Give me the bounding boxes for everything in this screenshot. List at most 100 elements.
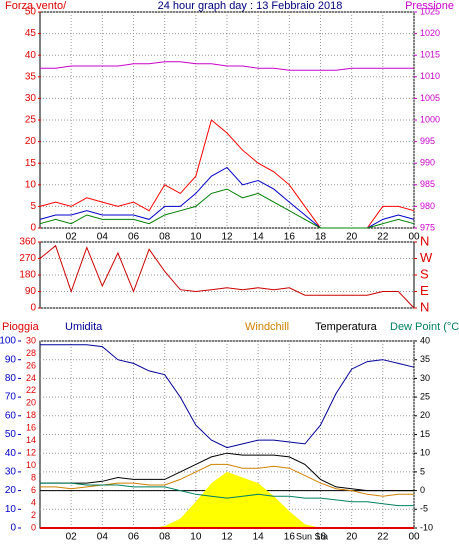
x-tick-label: 06	[128, 232, 140, 243]
x-tick-label: 14	[253, 532, 265, 543]
y-tick-label: 35	[25, 71, 37, 82]
x-tick-label: 12	[221, 232, 233, 243]
legend-label: Pioggia	[2, 321, 40, 333]
y3-tick-label: 14	[26, 435, 36, 445]
y3-tick-label: 10	[26, 460, 36, 470]
x-tick-label: 22	[377, 532, 389, 543]
x-tick-label: 12	[221, 532, 233, 543]
y-tick-label: 30	[5, 467, 17, 478]
y3-tick-label: 30	[26, 335, 36, 345]
series-line	[39, 188, 415, 229]
y2-tick-label: 990	[420, 158, 435, 168]
x-tick-label: 20	[346, 532, 358, 543]
y2-tick-label: 1015	[420, 50, 440, 60]
y-tick-label: 40	[5, 448, 17, 459]
x-tick-label: 04	[97, 232, 109, 243]
y2-tick-label: 35	[420, 354, 430, 364]
y-tick-label: 0	[30, 303, 36, 314]
y3-tick-label: 4	[31, 497, 36, 507]
y2-tick-label: 15	[420, 429, 430, 439]
y2-tick-label: 1020	[420, 28, 440, 38]
y2-tick-label: 0	[420, 485, 425, 495]
y-tick-label: 70	[5, 392, 17, 403]
y-tick-label: 45	[25, 28, 37, 39]
y3-tick-label: 26	[26, 360, 36, 370]
y2-tick-label: 1005	[420, 93, 440, 103]
y-tick-label: 30	[25, 93, 37, 104]
x-tick-label: 10	[190, 532, 202, 543]
y2-tick-label: 5	[420, 466, 425, 476]
y-tick-label: 100	[0, 336, 16, 347]
y-tick-label: 20	[5, 485, 17, 496]
legend-label: Windchill	[245, 321, 289, 333]
y-tick-label: 40	[25, 50, 37, 61]
y3-tick-label: 2	[31, 510, 36, 520]
x-tick-label: 16	[284, 232, 296, 243]
x-tick-label: 06	[128, 532, 140, 543]
y3-tick-label: 6	[31, 485, 36, 495]
y3-tick-label: 20	[26, 398, 36, 408]
y2-tick-label: 1025	[420, 6, 440, 16]
y2-tick-label: 20	[420, 410, 430, 420]
y-tick-label: 25	[25, 115, 37, 126]
y2-tick-label: S	[420, 266, 429, 281]
x-tick-label: 16	[284, 532, 296, 543]
x-tick-label: 14	[253, 232, 265, 243]
y2-tick-label: N	[420, 233, 429, 248]
y-tick-label: 10	[25, 179, 37, 190]
x-tick-label: 18	[315, 532, 327, 543]
legend-label: Temperatura	[315, 321, 378, 333]
y2-tick-label: -5	[420, 504, 428, 514]
chart-title: 24 hour graph day : 13 Febbraio 2018	[158, 0, 343, 12]
y2-tick-label: -10	[420, 522, 433, 532]
series-line	[40, 61, 414, 71]
series-line	[40, 452, 414, 492]
y2-tick-label: 1000	[420, 114, 440, 124]
legend-label: Dew Point (°C	[390, 321, 459, 333]
y-tick-label: 270	[19, 253, 36, 264]
y-tick-label: 5	[30, 201, 36, 212]
y2-tick-label: 975	[420, 222, 435, 232]
y-tick-label: 80	[5, 373, 17, 384]
y2-tick-label: 25	[420, 391, 430, 401]
x-tick-label: 08	[159, 532, 171, 543]
annotation: Sun Sta	[296, 531, 328, 541]
y2-tick-label: 30	[420, 373, 430, 383]
y3-tick-label: 18	[26, 410, 36, 420]
y-tick-label: 180	[19, 270, 36, 281]
series-line	[39, 244, 415, 309]
y3-tick-label: 22	[26, 385, 36, 395]
y-tick-label: 50	[25, 7, 37, 18]
y3-tick-label: 0	[31, 522, 36, 532]
y2-tick-label: N	[420, 299, 429, 314]
y-tick-label: 15	[25, 158, 37, 169]
x-tick-label: 02	[66, 532, 78, 543]
y3-tick-label: 12	[26, 448, 36, 458]
x-tick-label: 18	[315, 232, 327, 243]
y2-tick-label: 985	[420, 179, 435, 189]
y2-tick-label: 40	[420, 335, 430, 345]
area	[40, 471, 414, 528]
y2-tick-label: 10	[420, 448, 430, 458]
y-tick-label: 20	[25, 136, 37, 147]
y2-label: Pressione	[405, 0, 454, 12]
y2-tick-label: 995	[420, 136, 435, 146]
y3-tick-label: 24	[26, 373, 36, 383]
x-tick-label: 08	[159, 232, 171, 243]
x-tick-label: 10	[190, 232, 202, 243]
x-tick-label: 00	[408, 532, 420, 543]
legend-label: Umidita	[65, 321, 103, 333]
y2-tick-label: 1010	[420, 71, 440, 81]
y-tick-label: 90	[5, 354, 17, 365]
series-line	[40, 344, 415, 449]
y-tick-label: 90	[25, 286, 37, 297]
y-tick-label: 60	[5, 410, 17, 421]
y2-tick-label: 980	[420, 201, 435, 211]
y2-tick-label: W	[420, 250, 433, 265]
y2-tick-label: E	[420, 283, 429, 298]
x-tick-label: 22	[377, 232, 389, 243]
x-tick-label: 20	[346, 232, 358, 243]
x-tick-label: 04	[97, 532, 109, 543]
y-label: Forza vento/	[5, 0, 67, 12]
